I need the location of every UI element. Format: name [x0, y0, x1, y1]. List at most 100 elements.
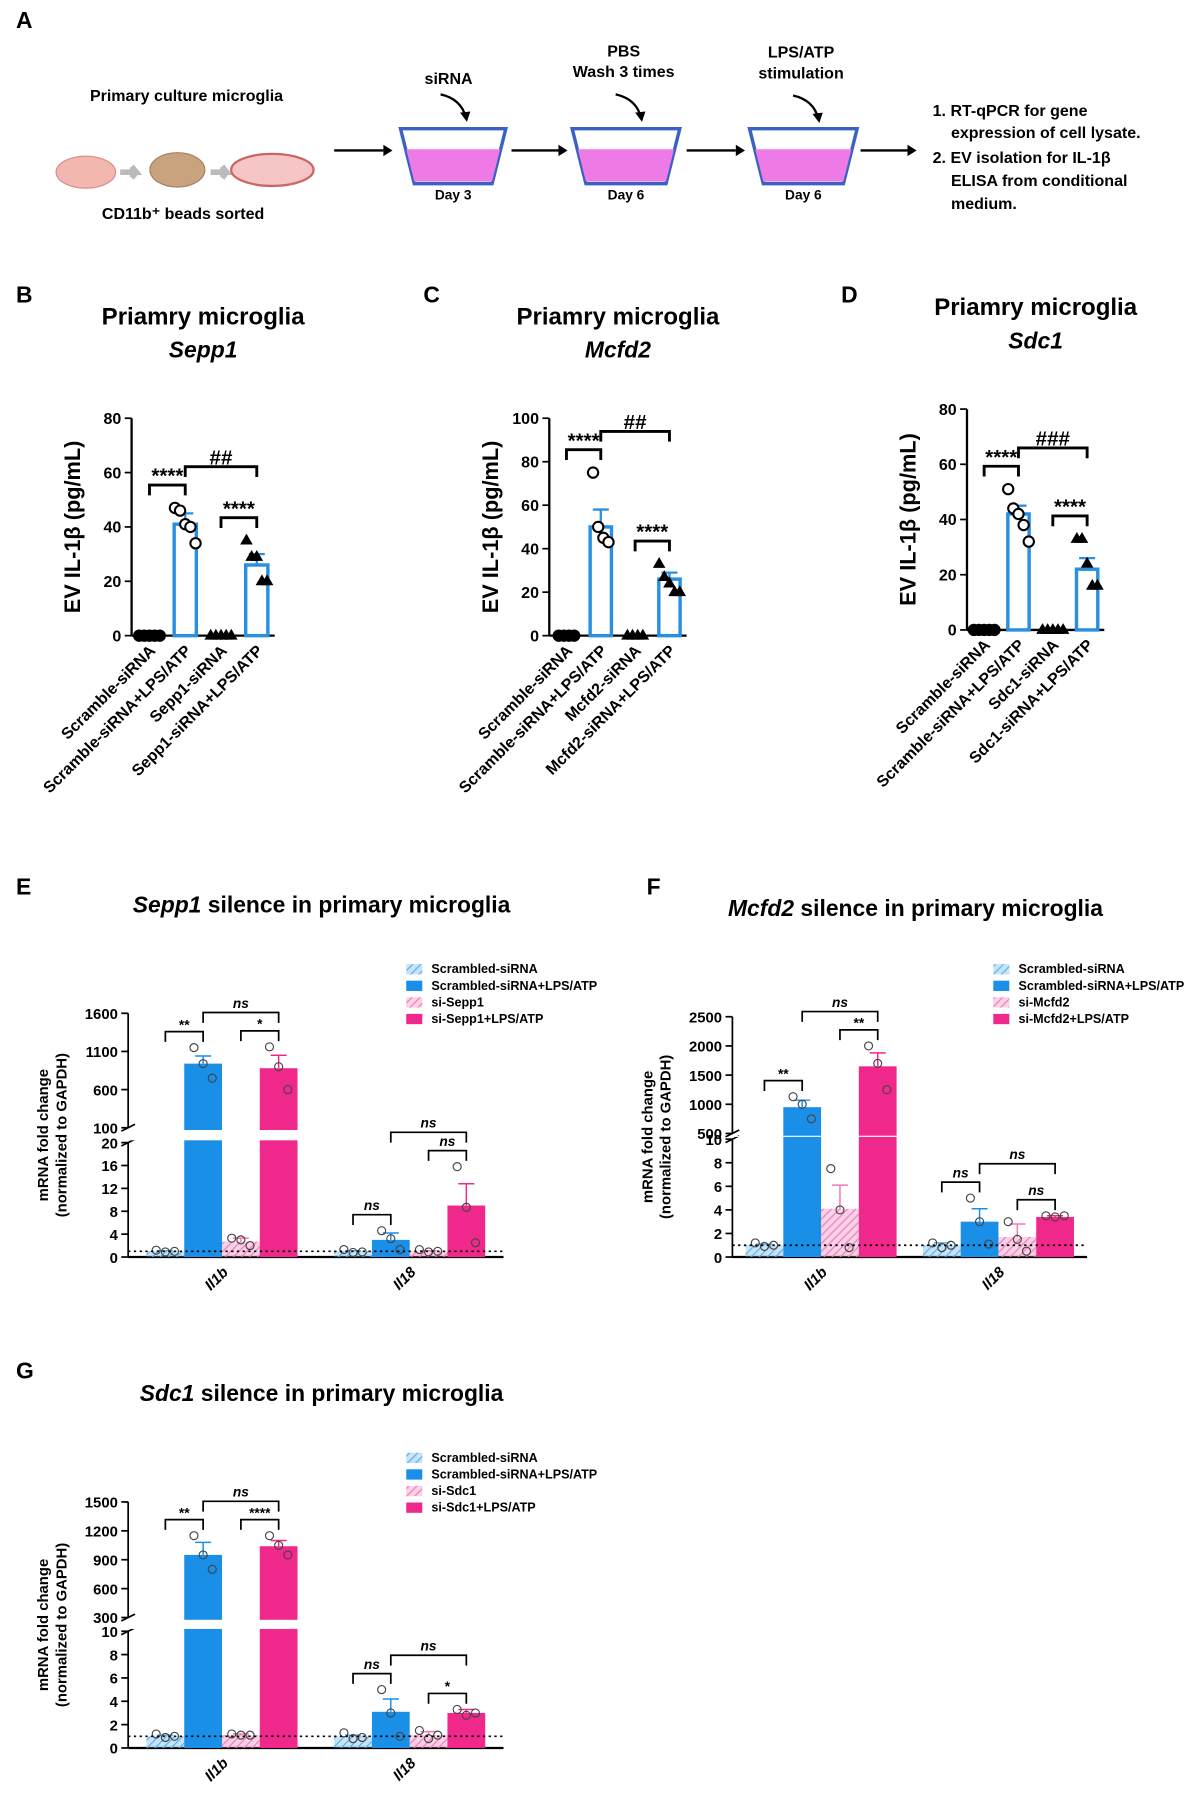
schematic: A Primary culture microglia CD11b⁺ beads…	[16, 7, 1141, 223]
arrow-head	[383, 144, 393, 157]
y-tick-label: 2500	[689, 1010, 722, 1026]
data-point	[826, 1164, 836, 1174]
y-axis-label: mRNA fold change	[36, 1069, 52, 1201]
bar	[184, 1063, 223, 1258]
y-tick-label: 100	[93, 1121, 118, 1137]
y-tick-label: 1600	[85, 1007, 118, 1023]
y-tick-label: 80	[939, 401, 957, 419]
y-tick-label: 1500	[85, 1496, 118, 1512]
y-axis-label: mRNA fold change	[640, 1071, 656, 1203]
data-point	[1003, 1217, 1013, 1227]
data-point	[1050, 1212, 1060, 1222]
y-tick-label: 900	[93, 1553, 118, 1569]
legend-swatch	[406, 1013, 423, 1025]
legend-swatch	[406, 1485, 423, 1497]
data-point	[414, 1245, 424, 1255]
significance-bracket	[240, 1029, 280, 1042]
y-axis-label: EV IL-1β (pg/mL)	[895, 433, 920, 606]
data-point	[1012, 1234, 1022, 1244]
chart-title-gene: Sdc1	[140, 1380, 195, 1406]
significance-bracket	[940, 1181, 981, 1193]
y-axis-label: mRNA fold change	[36, 1559, 52, 1691]
chart-title: Priamry microglia	[934, 294, 1138, 321]
data-point	[461, 1202, 471, 1212]
data-point	[974, 1217, 985, 1227]
legend-label: si-Sepp1+LPS/ATP	[431, 1012, 543, 1026]
bar	[184, 1554, 223, 1748]
data-point	[1012, 507, 1025, 521]
legend-label: si-Mcfd2+LPS/ATP	[1018, 1012, 1129, 1026]
legend-swatch	[406, 997, 423, 1008]
y-tick-label: 20	[939, 566, 957, 584]
data-point	[198, 1059, 208, 1069]
data-point	[658, 570, 671, 581]
legend-label: Scrambled-siRNA	[431, 962, 537, 976]
significance-bracket	[1017, 446, 1089, 459]
data-point	[470, 1238, 481, 1248]
significance-bracket	[763, 1079, 804, 1091]
error-bar	[458, 1183, 475, 1206]
data-point	[245, 1730, 255, 1740]
step-label: stimulation	[758, 64, 843, 82]
data-point	[236, 1730, 246, 1740]
data-point	[377, 1685, 387, 1695]
day-label: Day 3	[435, 188, 472, 203]
significance-bracket	[352, 1213, 392, 1225]
data-point	[835, 1205, 845, 1215]
data-point	[173, 504, 187, 517]
bar	[998, 1237, 1037, 1258]
significance-label: ##	[210, 446, 233, 469]
x-tick-label: Il1b	[202, 1265, 231, 1294]
significance-bracket	[633, 539, 671, 552]
bar	[371, 1711, 410, 1748]
x-tick-label: Il1b	[202, 1756, 231, 1785]
bar	[447, 1205, 486, 1258]
data-point	[339, 1728, 349, 1738]
data-point	[348, 1734, 358, 1744]
source-note: CD11b⁺ beads sorted	[102, 205, 264, 223]
step-label: Wash 3 times	[573, 63, 675, 81]
output-text: 2. EV isolation for IL-1β	[933, 149, 1111, 167]
dish-icon	[230, 152, 315, 188]
chart-title: Priamry microglia	[517, 303, 721, 330]
y-tick-label: 1100	[86, 1045, 118, 1061]
significance-label: ##	[624, 411, 647, 434]
significance-label: ns	[953, 1166, 969, 1181]
data-point	[225, 628, 238, 640]
data-point	[283, 1085, 293, 1095]
chart-panel: B 0 20 40 60 80 EV IL-1β (pg/mL) Priamry microg…	[16, 282, 305, 797]
chart-title: Sdc1 silence in primary microglia	[140, 1380, 504, 1406]
day-label: Day 6	[608, 188, 645, 203]
y-tick-label: 0	[110, 1251, 118, 1267]
data-point	[663, 576, 676, 588]
y-tick-label: 8	[110, 1648, 118, 1664]
significance-label: ****	[568, 429, 600, 452]
data-point	[470, 1708, 481, 1718]
data-point	[423, 1734, 434, 1744]
legend-label: si-Sdc1+LPS/ATP	[431, 1501, 535, 1515]
error-bar	[971, 1207, 988, 1222]
output-text: medium.	[951, 195, 1017, 213]
panel-letter: C	[423, 282, 440, 308]
data-point	[264, 1531, 275, 1541]
x-tick-label: Scramble-siRNA+LPS/ATP	[40, 642, 195, 797]
data-point	[1091, 578, 1104, 590]
y-tick-label: 100	[512, 410, 539, 428]
y-tick-label: 20	[101, 1136, 118, 1152]
significance-bracket	[389, 1131, 468, 1143]
chart-title: Priamry microglia	[102, 303, 306, 330]
chart-panel: C 0 20 40 60 80 100 EV IL-1β (pg/mL) Priamry mic…	[423, 282, 720, 797]
significance-bracket	[839, 1029, 879, 1041]
step-label: siRNA	[425, 70, 473, 88]
data-point	[1002, 482, 1015, 496]
data-point	[189, 537, 202, 550]
y-axis-label: (normalized to GAPDH)	[54, 1053, 70, 1217]
significance-label: ns	[421, 1639, 437, 1654]
y-axis-label: EV IL-1β (pg/mL)	[60, 441, 85, 614]
y-tick-label: 60	[521, 497, 539, 515]
significance-label: **	[778, 1066, 789, 1081]
data-point	[602, 535, 615, 549]
y-tick-label: 600	[93, 1083, 118, 1099]
error-bar	[270, 1054, 287, 1069]
